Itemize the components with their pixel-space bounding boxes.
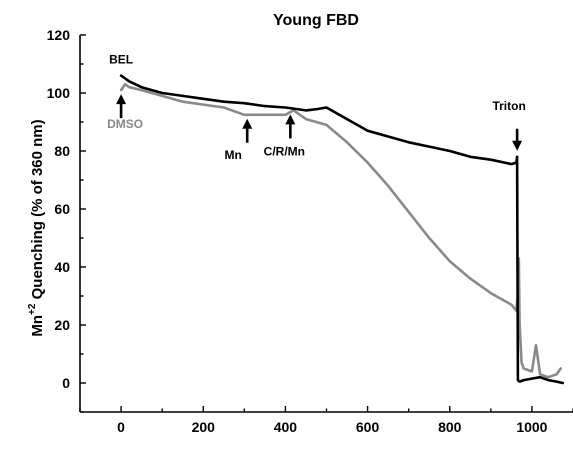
annotation-mn: Mn bbox=[225, 148, 242, 162]
x-tick-label: 400 bbox=[274, 419, 298, 435]
mn-arrow-head bbox=[242, 118, 253, 129]
series-line-dmso bbox=[119, 83, 563, 379]
y-tick-label: 20 bbox=[54, 317, 70, 333]
crmn-arrow-head bbox=[285, 114, 296, 125]
x-tick-label: 800 bbox=[438, 419, 462, 435]
x-tick-label: 1000 bbox=[516, 419, 547, 435]
y-tick-label: 0 bbox=[62, 375, 70, 391]
y-tick-label: 40 bbox=[54, 259, 70, 275]
y-axis-label: Mn+2 Quenching (% of 360 nm) bbox=[27, 119, 46, 336]
x-tick-label: 0 bbox=[117, 419, 125, 435]
chart-title: Young FBD bbox=[273, 12, 359, 29]
triton-arrow-head bbox=[512, 140, 523, 151]
x-tick-label: 600 bbox=[356, 419, 380, 435]
annotation-bel: BEL bbox=[109, 53, 133, 67]
y-tick-label: 80 bbox=[54, 143, 70, 159]
y-tick-label: 60 bbox=[54, 201, 70, 217]
annotation-crmn: C/R/Mn bbox=[264, 144, 305, 158]
series-line-bel bbox=[119, 74, 565, 385]
x-tick-label: 200 bbox=[192, 419, 216, 435]
y-tick-label: 120 bbox=[47, 27, 71, 43]
plot-area: 0 20 40 60 80 100 120 0 200 400 600 800 1000 BEL DMSO M… bbox=[47, 27, 573, 435]
y-tick-label: 100 bbox=[47, 85, 71, 101]
annotation-triton: Triton bbox=[492, 99, 525, 113]
annotation-dmso: DMSO bbox=[107, 117, 143, 131]
dmso-arrow-head bbox=[116, 94, 127, 105]
